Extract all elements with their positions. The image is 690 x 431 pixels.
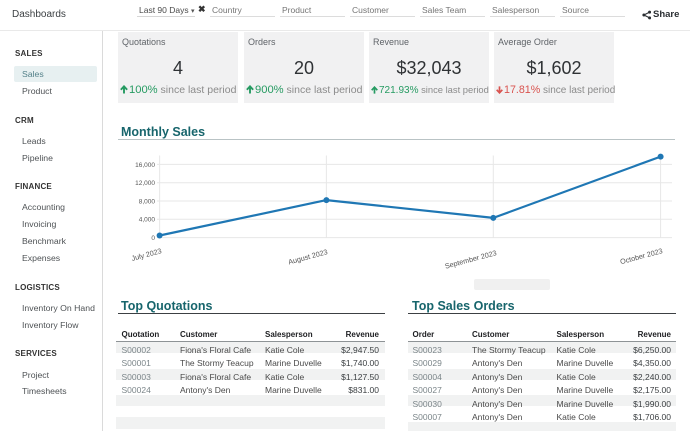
svg-text:4,000: 4,000 [139, 217, 156, 224]
svg-text:July 2023: July 2023 [130, 246, 162, 263]
svg-text:12,000: 12,000 [135, 180, 155, 187]
svg-text:16,000: 16,000 [135, 162, 155, 169]
svg-text:August 2023: August 2023 [287, 247, 328, 266]
svg-text:8,000: 8,000 [139, 198, 156, 205]
svg-text:October 2023: October 2023 [619, 246, 663, 266]
svg-text:September 2023: September 2023 [444, 248, 498, 270]
svg-text:0: 0 [151, 235, 155, 242]
